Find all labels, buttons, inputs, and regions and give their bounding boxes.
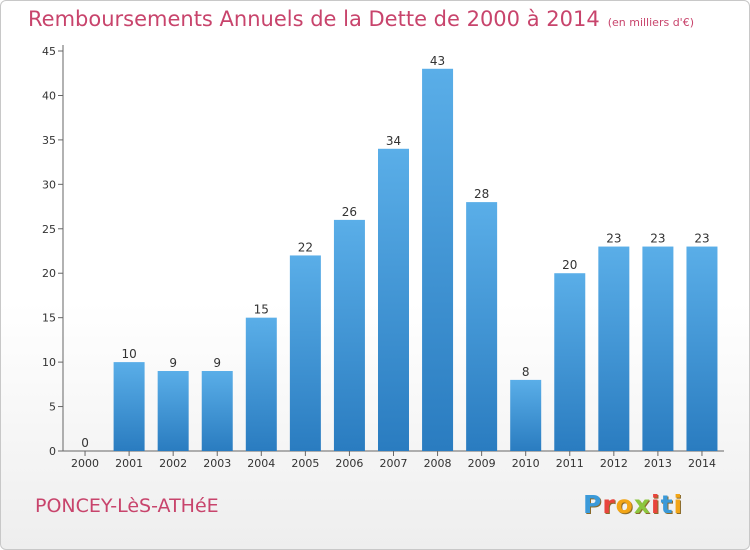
x-tick-label: 2005 bbox=[291, 457, 319, 470]
x-tick-label: 2001 bbox=[115, 457, 143, 470]
x-tick-label: 2010 bbox=[512, 457, 540, 470]
bar bbox=[422, 68, 454, 452]
y-tick-label: 40 bbox=[42, 89, 56, 102]
bar bbox=[686, 246, 718, 451]
logo-letter: P bbox=[583, 490, 603, 519]
bar bbox=[378, 148, 409, 451]
x-tick-label: 2006 bbox=[335, 457, 363, 470]
y-tick-label: 45 bbox=[42, 45, 56, 58]
y-tick-label: 10 bbox=[42, 356, 56, 369]
x-tick-label: 2002 bbox=[159, 457, 187, 470]
x-tick-label: 2003 bbox=[203, 457, 231, 470]
proxiti-logo: Proxiti bbox=[583, 490, 683, 519]
x-tick-label: 2011 bbox=[556, 457, 584, 470]
y-tick-label: 0 bbox=[49, 445, 56, 458]
logo-letter: x bbox=[633, 490, 651, 519]
y-tick-label: 5 bbox=[49, 401, 56, 414]
bar-value-label: 20 bbox=[562, 258, 577, 272]
x-tick-label: 2014 bbox=[688, 457, 716, 470]
bar bbox=[554, 273, 586, 451]
x-tick-label: 2008 bbox=[424, 457, 452, 470]
bar-value-label: 23 bbox=[606, 232, 621, 246]
logo-letter: i bbox=[651, 490, 661, 519]
x-tick-label: 2000 bbox=[71, 457, 99, 470]
y-tick-label: 25 bbox=[42, 223, 56, 236]
bar-value-label: 26 bbox=[342, 205, 357, 219]
bar bbox=[510, 379, 542, 451]
bar-value-label: 28 bbox=[474, 187, 489, 201]
bar bbox=[642, 246, 674, 451]
bar bbox=[245, 317, 277, 451]
y-tick-label: 30 bbox=[42, 178, 56, 191]
y-tick-label: 15 bbox=[42, 312, 56, 325]
x-tick-label: 2013 bbox=[644, 457, 672, 470]
bar-value-label: 8 bbox=[522, 365, 530, 379]
chart-title: Remboursements Annuels de la Dette de 20… bbox=[28, 7, 600, 31]
logo-letter: t bbox=[660, 490, 674, 519]
bar bbox=[289, 255, 321, 451]
commune-name: PONCEY-LèS-ATHéE bbox=[35, 495, 219, 517]
bar-value-label: 22 bbox=[298, 240, 313, 254]
chart-unit: (en milliers d'€) bbox=[607, 16, 694, 29]
logo-letter: o bbox=[615, 490, 634, 519]
bar bbox=[113, 362, 145, 451]
bar bbox=[466, 202, 498, 451]
bar bbox=[157, 371, 189, 451]
bar-value-label: 15 bbox=[254, 303, 269, 317]
bar-value-label: 34 bbox=[386, 134, 401, 148]
bar-value-label: 0 bbox=[81, 436, 89, 450]
logo-letter: r bbox=[602, 490, 616, 519]
bar-value-label: 10 bbox=[121, 347, 136, 361]
y-tick-label: 35 bbox=[42, 134, 56, 147]
bar-value-label: 9 bbox=[169, 356, 177, 370]
x-tick-label: 2009 bbox=[468, 457, 496, 470]
bar bbox=[333, 219, 365, 451]
x-tick-label: 2004 bbox=[247, 457, 275, 470]
bar-value-label: 23 bbox=[694, 232, 709, 246]
y-tick-label: 20 bbox=[42, 267, 56, 280]
bar bbox=[598, 246, 630, 451]
bar-value-label: 23 bbox=[650, 232, 665, 246]
x-tick-label: 2012 bbox=[600, 457, 628, 470]
x-tick-label: 2007 bbox=[380, 457, 408, 470]
bar bbox=[201, 371, 233, 451]
chart-title-block: Remboursements Annuels de la Dette de 20… bbox=[28, 7, 694, 31]
bar-value-label: 9 bbox=[213, 356, 221, 370]
bar-value-label: 43 bbox=[430, 54, 445, 68]
logo-letter: i bbox=[673, 490, 684, 519]
